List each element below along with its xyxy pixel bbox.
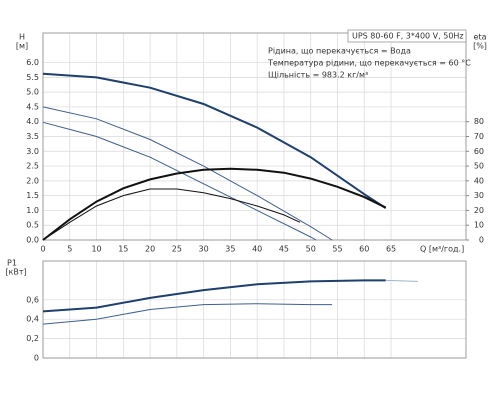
x-tick-label: 5 — [67, 245, 72, 254]
y-tick-label: 2.5 — [26, 162, 39, 171]
y2-tick-label: 10 — [474, 221, 484, 230]
y-axis-unit: [м] — [16, 42, 28, 51]
y2-tick-label: 50 — [474, 162, 484, 171]
y2-axis-unit: [%] — [473, 42, 487, 51]
title-box — [347, 29, 467, 43]
x-tick-label: 60 — [359, 245, 369, 254]
x-tick-label: 50 — [306, 245, 316, 254]
y-tick-label: 0.0 — [26, 236, 39, 245]
y-tick-label: 0 — [34, 354, 39, 363]
y-axis-label: P1 — [7, 259, 17, 268]
y-tick-label: 4.5 — [26, 102, 39, 111]
y-tick-label: 3.5 — [26, 132, 39, 141]
y-tick-label: 1.5 — [26, 191, 39, 200]
y-tick-label: 1.0 — [26, 206, 39, 215]
curve — [42, 72, 387, 209]
chart-note: Щільність = 983.2 кг/м³ — [268, 71, 368, 80]
y-tick-label: 4.0 — [26, 117, 39, 126]
x-tick-label: 45 — [279, 245, 289, 254]
y2-tick-label: 0 — [479, 236, 484, 245]
y-tick-label: 0,4 — [26, 315, 39, 324]
y-axis-unit: [кВт] — [5, 268, 26, 277]
x-axis-label: Q [м³/год.] — [420, 245, 464, 254]
x-tick-label: 55 — [332, 245, 342, 254]
x-tick-label: 25 — [172, 245, 182, 254]
chart-title: UPS 80-60 F, 3*400 V, 50Hz — [352, 32, 464, 41]
curve — [42, 279, 386, 313]
y-tick-label: 6.0 — [26, 58, 39, 67]
y2-tick-label: 20 — [474, 206, 484, 215]
y2-tick-label: 30 — [474, 191, 484, 200]
y2-axis-label: eta — [474, 33, 487, 42]
curve — [42, 167, 387, 241]
x-tick-label: 10 — [91, 245, 101, 254]
y-tick-label: 0,6 — [26, 295, 39, 304]
curve — [42, 106, 333, 241]
y2-tick-label: 70 — [474, 132, 484, 141]
y-tick-label: 3.0 — [26, 147, 39, 156]
plot-frame — [42, 260, 467, 359]
curve — [385, 279, 418, 282]
y2-tick-label: 40 — [474, 176, 484, 185]
x-tick-label: 65 — [386, 245, 396, 254]
y-tick-label: 0,2 — [26, 334, 39, 343]
x-tick-label: 20 — [145, 245, 155, 254]
curve — [42, 121, 317, 241]
y-tick-label: 0.5 — [26, 221, 39, 230]
x-tick-label: 30 — [199, 245, 209, 254]
y-tick-label: 5.0 — [26, 88, 39, 97]
y2-tick-label: 80 — [474, 117, 484, 126]
x-tick-label: 0 — [40, 245, 45, 254]
x-tick-label: 15 — [118, 245, 128, 254]
chart-note: Температура рідини, що перекачується = 6… — [267, 59, 471, 68]
plot-frame — [42, 32, 467, 241]
y2-tick-label: 60 — [474, 147, 484, 156]
chart-note: Рідина, що перекачується = Вода — [268, 47, 411, 56]
y-axis-label: H — [19, 33, 25, 42]
curve — [42, 188, 301, 241]
x-tick-label: 35 — [225, 245, 235, 254]
y-tick-label: 5.5 — [26, 73, 39, 82]
curve — [42, 303, 333, 325]
x-tick-label: 40 — [252, 245, 262, 254]
y-tick-label: 2.0 — [26, 176, 39, 185]
